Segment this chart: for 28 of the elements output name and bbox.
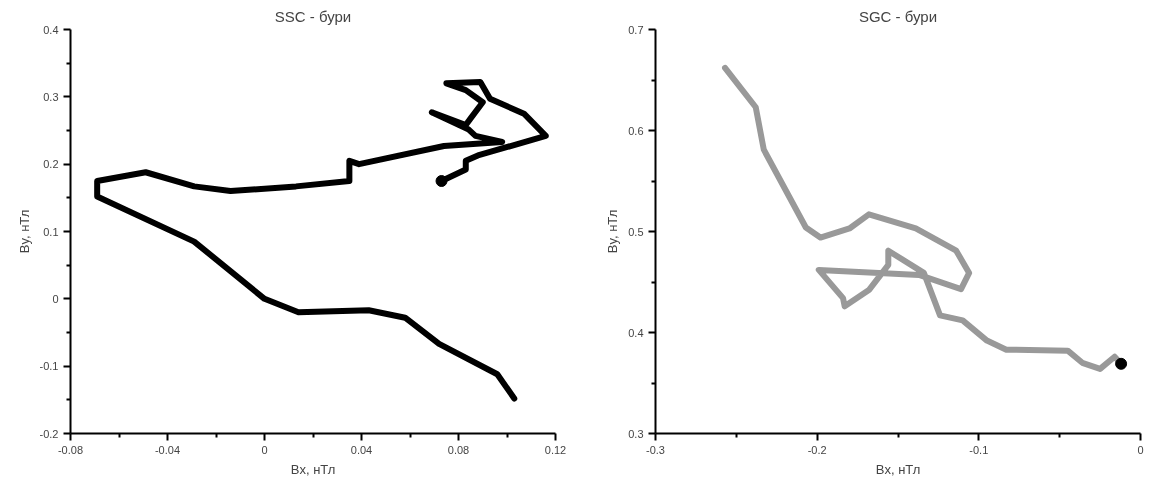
x-tick-label: -0.04 [154, 443, 181, 456]
y-axis-title: By, нТл [605, 209, 621, 254]
x-tick-label: -0.3 [646, 443, 665, 456]
x-tick-label: 0.04 [350, 443, 373, 456]
x-tick-label: 0.12 [544, 443, 567, 456]
x-axis-title: Bx, нТл [290, 461, 336, 477]
chart-title: SSC - бури [274, 7, 352, 25]
y-tick-label: 0.2 [43, 158, 59, 171]
y-tick-label: 0 [52, 292, 59, 305]
chart-title: SGC - бури [858, 7, 938, 25]
y-tick-label: -0.2 [39, 427, 59, 440]
y-tick-label: 0.4 [628, 326, 644, 339]
x-tick-label: -0.08 [57, 443, 84, 456]
y-tick-label: 0.5 [628, 225, 644, 238]
x-tick-label: -0.2 [807, 443, 827, 456]
y-axis-title: By, нТл [16, 209, 32, 254]
x-tick-label: 0 [1137, 443, 1144, 456]
y-tick-label: 0.7 [628, 23, 644, 36]
x-tick-label: 0.08 [447, 443, 470, 456]
x-tick-label: 0 [261, 443, 268, 456]
y-tick-label: 0.6 [628, 124, 644, 137]
x-tick-label: -0.1 [969, 443, 989, 456]
x-axis-title: Bx, нТл [875, 461, 921, 477]
y-tick-label: 0.1 [43, 225, 59, 238]
y-tick-label: -0.1 [39, 360, 59, 373]
y-tick-label: 0.3 [43, 90, 59, 103]
y-tick-label: 0.4 [43, 23, 59, 36]
y-tick-label: 0.3 [628, 427, 644, 440]
